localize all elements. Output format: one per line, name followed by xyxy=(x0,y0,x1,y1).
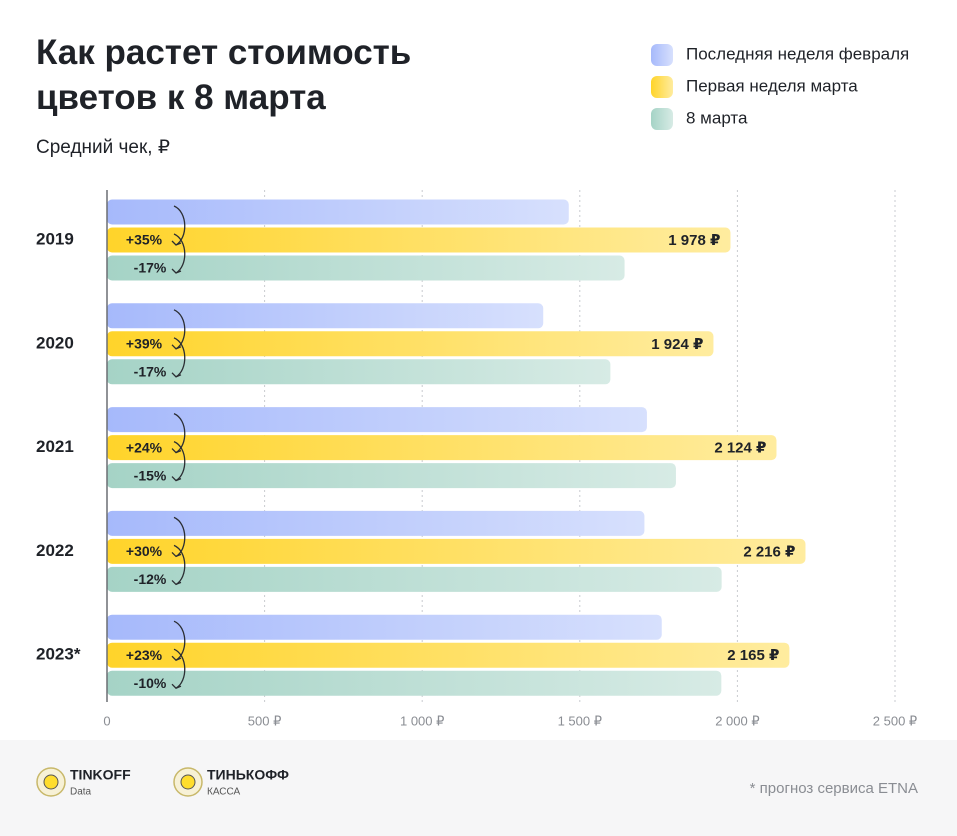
arrow xyxy=(173,620,186,661)
logo-emblem-core xyxy=(180,774,196,790)
decline-label: -17% xyxy=(134,260,167,276)
arrow xyxy=(173,516,186,557)
arrow-head xyxy=(171,655,182,661)
footnote: * прогноз сервиса ETNA xyxy=(750,780,918,797)
legend-swatch xyxy=(651,108,673,130)
bar xyxy=(107,199,569,225)
bar xyxy=(107,510,645,536)
legend-label: 8 марта xyxy=(686,108,748,127)
value-label: 1 924 ₽ xyxy=(651,336,703,353)
value-label: 2 165 ₽ xyxy=(727,647,779,664)
logo-name: ТИНЬКОФФ xyxy=(207,767,289,783)
legend-swatch xyxy=(651,44,673,66)
arrow-head xyxy=(171,268,182,274)
logo-sub: Data xyxy=(70,787,92,798)
value-label: 2 124 ₽ xyxy=(714,440,766,457)
legend-label: Первая неделя марта xyxy=(686,76,858,95)
legend-swatch xyxy=(651,76,673,98)
arrow-head xyxy=(171,344,182,350)
category-label: 2023* xyxy=(36,645,81,664)
value-label: 2 216 ₽ xyxy=(743,543,795,560)
decline-label: -17% xyxy=(134,364,167,380)
bar xyxy=(107,642,790,668)
bar xyxy=(107,670,722,696)
x-tick-label: 1 500 ₽ xyxy=(558,713,602,728)
arrow xyxy=(173,441,186,482)
growth-label: +30% xyxy=(126,543,163,559)
logo-emblem-core xyxy=(43,774,59,790)
bar xyxy=(107,303,544,329)
bar xyxy=(107,331,714,357)
bar xyxy=(107,614,662,640)
bar xyxy=(107,255,625,281)
growth-label: +39% xyxy=(126,336,163,352)
arrow-head xyxy=(171,551,182,558)
footer-band xyxy=(0,740,957,836)
bar xyxy=(107,566,722,592)
x-tick-label: 500 ₽ xyxy=(248,713,282,728)
chart-subtitle: Средний чек, ₽ xyxy=(36,137,170,158)
arrow xyxy=(173,205,186,246)
growth-label: +23% xyxy=(126,647,163,663)
growth-label: +35% xyxy=(126,232,163,248)
arrow xyxy=(173,233,186,274)
category-label: 2022 xyxy=(36,541,74,560)
decline-label: -12% xyxy=(134,571,167,587)
bar xyxy=(107,435,777,461)
arrow-head xyxy=(171,683,182,689)
chart-title: Как растет стоимость цветов к 8 марта xyxy=(36,33,411,117)
bar xyxy=(107,538,806,564)
x-tick-label: 0 xyxy=(103,713,110,728)
growth-label: +24% xyxy=(126,439,163,455)
arrow-head xyxy=(171,448,182,454)
decline-label: -10% xyxy=(134,675,167,691)
arrow xyxy=(173,544,186,585)
arrow-head xyxy=(171,240,182,246)
value-label: 1 978 ₽ xyxy=(668,232,720,249)
category-label: 2020 xyxy=(36,333,74,352)
arrow xyxy=(173,309,186,350)
legend-label: Последняя неделя февраля xyxy=(686,44,909,63)
category-label: 2019 xyxy=(36,229,74,248)
x-tick-label: 1 000 ₽ xyxy=(400,713,444,728)
x-tick-label: 2 000 ₽ xyxy=(715,713,759,728)
decline-label: -15% xyxy=(134,467,167,483)
bar xyxy=(107,407,647,433)
bar xyxy=(107,227,731,253)
arrow xyxy=(173,648,186,689)
logo-sub: КАССА xyxy=(207,787,240,798)
bar xyxy=(107,359,611,385)
category-label: 2021 xyxy=(36,437,74,456)
bar xyxy=(107,463,676,489)
arrow-head xyxy=(171,476,182,482)
arrow-head xyxy=(171,579,182,586)
arrow xyxy=(173,413,186,454)
x-tick-label: 2 500 ₽ xyxy=(873,713,917,728)
arrow xyxy=(173,337,186,378)
arrow-head xyxy=(171,372,182,378)
logo-name: TINKOFF xyxy=(70,767,131,783)
